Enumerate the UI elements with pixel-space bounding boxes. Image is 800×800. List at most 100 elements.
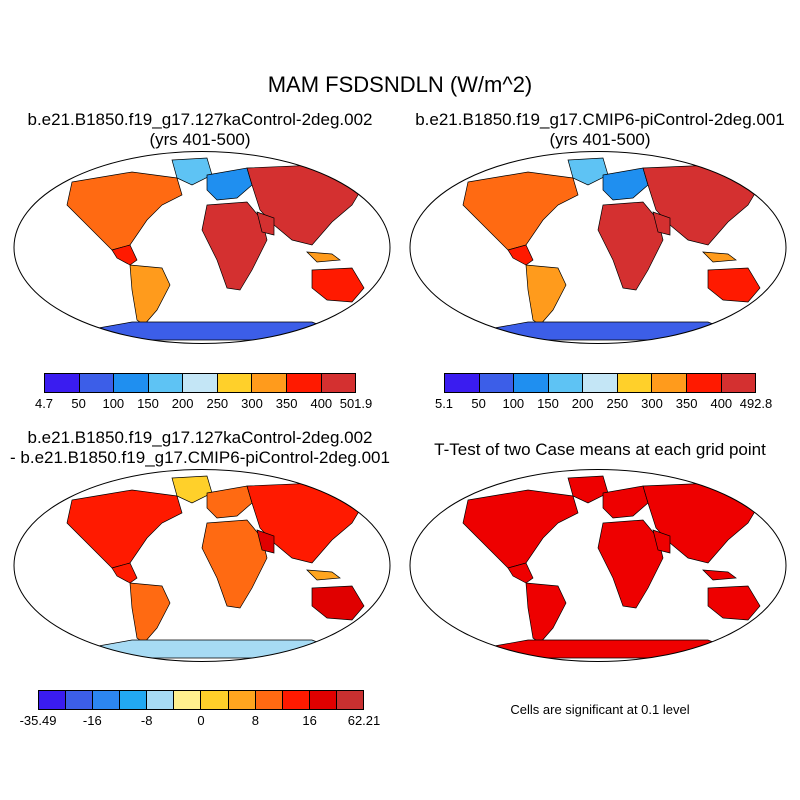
colorbar-tick-label: 0 [197, 713, 205, 728]
map-top-right [409, 151, 787, 344]
colorbar-swatch [252, 374, 287, 392]
landmass-northAmerica [462, 171, 579, 251]
colorbar-swatch [217, 374, 253, 392]
colorbar-tick-label: 5.1 [434, 396, 454, 411]
panel-tl-years: (yrs 401-500) [149, 130, 251, 149]
landmass-africa [201, 201, 268, 291]
colorbar-tick-label: 250 [206, 396, 229, 411]
landmass-australia [707, 267, 761, 303]
landmass-australia [707, 585, 761, 621]
colorbar-tick-label: 50 [71, 396, 86, 411]
landmass-southAmerica [525, 582, 567, 644]
colorbar-swatch [39, 691, 67, 709]
landmass-arabia [652, 211, 671, 236]
colorbar-tick-label: 100 [502, 396, 525, 411]
landmass-greenland [171, 475, 213, 504]
colorbar-tick-label: 150 [537, 396, 559, 411]
panel-br-title: T-Test of two Case means at each grid po… [434, 440, 766, 459]
landmass-greenland [171, 157, 213, 186]
colorbar-tick-label: 300 [641, 396, 663, 411]
colorbar-swatch [309, 691, 337, 709]
colorbar-top-left [44, 373, 356, 393]
map-outline [409, 151, 787, 344]
landmass-arabia [256, 529, 275, 554]
landmass-africa [597, 201, 664, 291]
panel-bl-line2: - b.e21.B1850.f19_g17.CMIP6-piControl-2d… [10, 448, 390, 467]
colorbar-tick-label: 350 [275, 396, 298, 411]
colorbar-tick-label: 400 [310, 396, 333, 411]
colorbar-swatch [652, 374, 687, 392]
map-outline [13, 151, 391, 344]
colorbar-tick-label: 200 [571, 396, 594, 411]
colorbar-tick-label: -8 [140, 713, 153, 728]
colorbar-swatch [183, 374, 218, 392]
panel-tl-case: b.e21.B1850.f19_g17.127kaControl-2deg.00… [27, 110, 373, 129]
colorbar-swatch [514, 374, 549, 392]
colorbar-tick-label: 350 [675, 396, 698, 411]
landmass-europe [602, 167, 649, 201]
panel-bl-line1: b.e21.B1850.f19_g17.127kaControl-2deg.00… [27, 428, 373, 447]
map-top-left [13, 151, 391, 344]
colorbar-tick-label: 150 [137, 396, 159, 411]
colorbar-tick-label: 100 [102, 396, 125, 411]
figure-title: MAM FSDSNDLN (W/m^2) [267, 72, 533, 97]
landmass-northAmerica [66, 171, 183, 251]
colorbar-tick-label: 300 [241, 396, 263, 411]
colorbar-swatch [286, 374, 322, 392]
colorbar-swatch [445, 374, 480, 392]
colorbar-swatch [255, 691, 283, 709]
landmass-centralAm [507, 562, 534, 584]
colorbar-swatch [174, 691, 202, 709]
landmass-africa [201, 519, 268, 609]
panel-tr-case: b.e21.B1850.f19_g17.CMIP6-piControl-2deg… [415, 110, 785, 129]
colorbar-tick-label: 50 [471, 396, 486, 411]
colorbar-tick-label: 400 [710, 396, 733, 411]
colorbar-tick-label: 4.7 [34, 396, 54, 411]
colorbar-swatch [336, 691, 363, 709]
landmass-indonesia [306, 569, 341, 581]
colorbar-tick-label: 8 [251, 713, 259, 728]
colorbar-swatch [148, 374, 184, 392]
landmass-europe [206, 485, 253, 519]
colorbar-swatch [45, 374, 80, 392]
panel-tr-years: (yrs 401-500) [549, 130, 651, 149]
colorbar-swatch [120, 691, 148, 709]
landmass-australia [311, 585, 365, 621]
landmass-southAmerica [525, 264, 567, 326]
significance-note: Cells are significant at 0.1 level [510, 702, 690, 717]
landmass-greenland [567, 157, 609, 186]
panel-bl-title: b.e21.B1850.f19_g17.127kaControl-2deg.00… [0, 428, 400, 468]
colorbar-tick-label: 16 [302, 713, 317, 728]
colorbar-tick-label: 501.9 [339, 396, 373, 411]
colorbar-swatch [282, 691, 310, 709]
landmass-indonesia [702, 569, 737, 581]
landmass-indonesia [306, 251, 341, 263]
colorbar-top-right [444, 373, 756, 393]
colorbar-tick-label: -35.49 [19, 713, 57, 728]
colorbar-swatch [686, 374, 722, 392]
colorbar-swatch [228, 691, 256, 709]
panel-tl-title: b.e21.B1850.f19_g17.127kaControl-2deg.00… [0, 110, 400, 150]
landmass-europe [206, 167, 253, 201]
map-outline [13, 469, 391, 662]
map-bottom-right [409, 469, 787, 662]
colorbar-swatch [617, 374, 653, 392]
landmass-southAmerica [129, 264, 171, 326]
landmass-africa [597, 519, 664, 609]
colorbar-swatch [583, 374, 618, 392]
landmass-greenland [567, 475, 609, 504]
landmass-centralAm [111, 244, 138, 266]
landmass-northAmerica [66, 489, 183, 569]
landmass-northAmerica [462, 489, 579, 569]
colorbar-swatch [321, 374, 356, 392]
colorbar-tick-label: 200 [171, 396, 194, 411]
panel-tr-title: b.e21.B1850.f19_g17.CMIP6-piControl-2deg… [400, 110, 800, 150]
colorbar-tick-label: 250 [606, 396, 629, 411]
colorbar-swatch [147, 691, 175, 709]
landmass-indonesia [702, 251, 737, 263]
landmass-centralAm [507, 244, 534, 266]
landmass-europe [602, 485, 649, 519]
colorbar-swatch [479, 374, 515, 392]
colorbar-swatch [721, 374, 756, 392]
colorbar-tick-label: 492.8 [739, 396, 773, 411]
